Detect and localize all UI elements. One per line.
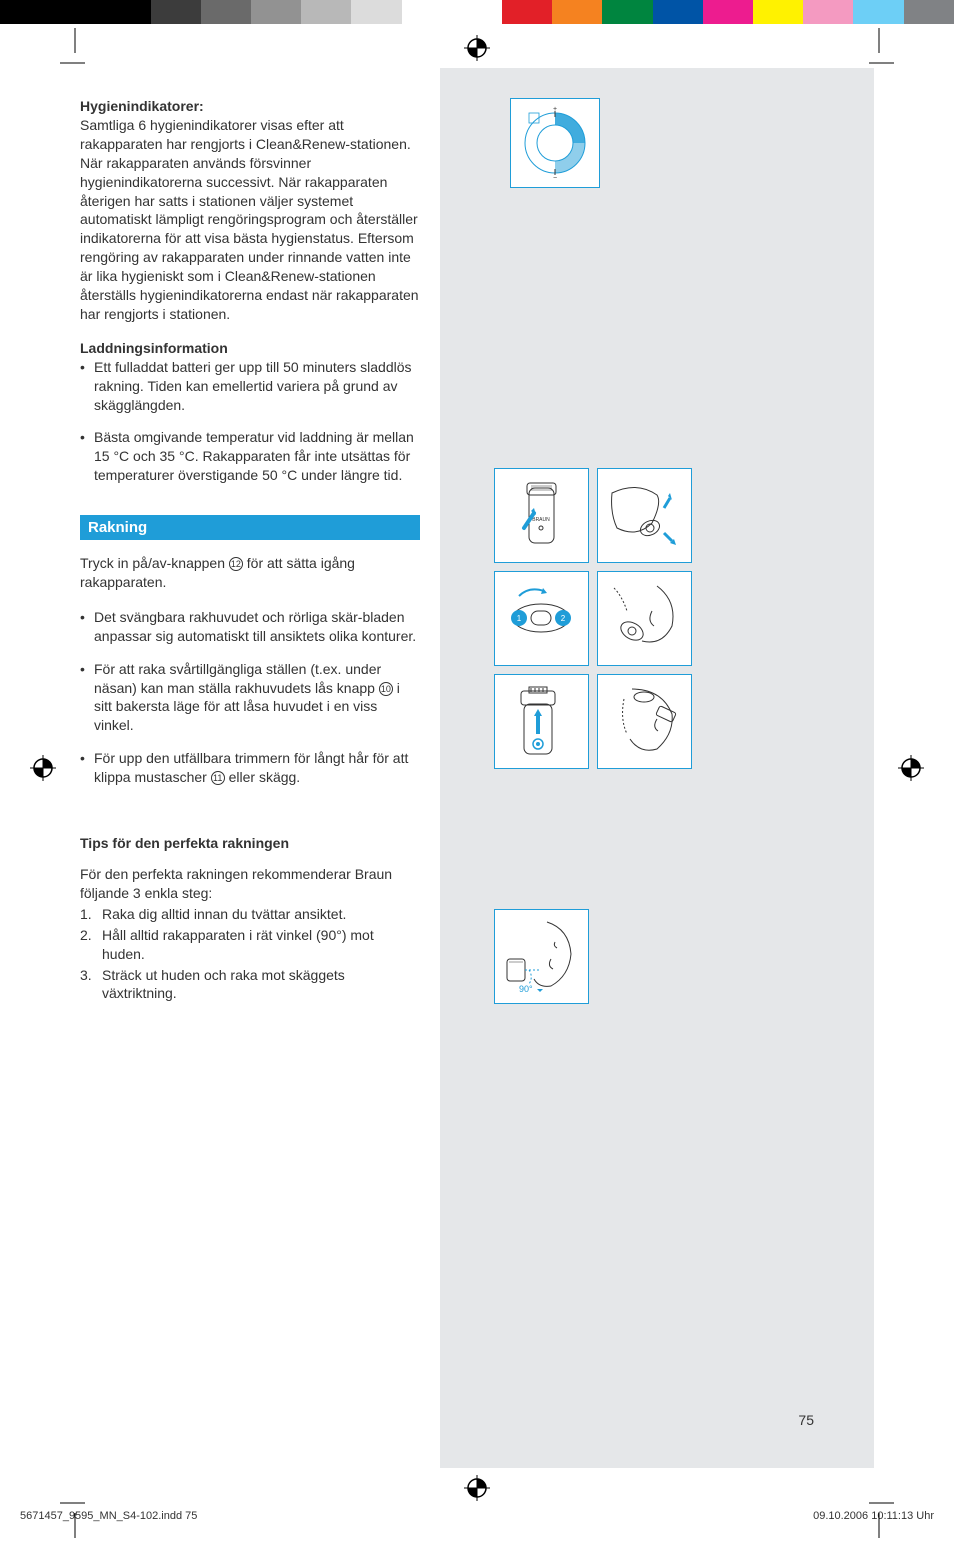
illus-trimmer-up xyxy=(494,674,589,769)
illustration-column: + − BRAUN xyxy=(440,68,874,1468)
footer-filename: 5671457_9595_MN_S4-102.indd 75 xyxy=(20,1510,197,1528)
illus-90-degree: 90° xyxy=(494,909,589,1004)
color-calibration-bar xyxy=(0,0,954,24)
hygien-text: Samtliga 6 hygienindikatorer visas efter… xyxy=(80,116,420,324)
tips-intro: För den perfekta rakningen rekommenderar… xyxy=(80,865,420,903)
rakning-heading: Rakning xyxy=(80,515,420,540)
illus-nose-shave xyxy=(597,571,692,666)
rakning-intro-pre: Tryck in på/av-knappen xyxy=(80,555,229,571)
svg-text:2: 2 xyxy=(561,614,566,623)
list-item: Bästa omgivande temperatur vid laddning … xyxy=(80,428,420,485)
tips-heading: Tips för den perfekta rakningen xyxy=(80,835,420,851)
crop-mark-bl xyxy=(60,1498,90,1538)
svg-text:+: + xyxy=(553,106,557,113)
laddning-heading: Laddningsinformation xyxy=(80,340,420,356)
laddning-list: Ett fulladdat batteri ger upp till 50 mi… xyxy=(80,358,420,485)
illus-lock-switch: 1 2 xyxy=(494,571,589,666)
registration-target-icon xyxy=(464,35,490,61)
list-item: Ett fulladdat batteri ger upp till 50 mi… xyxy=(80,358,420,415)
rakning-intro: Tryck in på/av-knappen 12 för att sätta … xyxy=(80,554,420,592)
svg-text:1: 1 xyxy=(517,614,522,623)
crop-mark-tr xyxy=(864,28,894,68)
shaver-brand-label: BRAUN xyxy=(532,517,550,523)
registration-target-icon xyxy=(30,755,56,781)
tips-steps: Raka dig alltid innan du tvättar ansikte… xyxy=(80,905,420,1003)
circled-number-icon: 10 xyxy=(379,682,393,696)
circled-number-icon: 11 xyxy=(211,771,225,785)
angle-label: 90° xyxy=(519,984,533,994)
list-item: Håll alltid rakapparaten i rät vinkel (9… xyxy=(80,926,420,964)
list-item: Det svängbara rakhuvudet och rörliga skä… xyxy=(80,608,420,646)
crop-mark-tl xyxy=(60,28,90,68)
text-column: Hygienindikatorer: Samtliga 6 hygienindi… xyxy=(80,68,440,1468)
crop-mark-br xyxy=(864,1498,894,1538)
page-content: Hygienindikatorer: Samtliga 6 hygienindi… xyxy=(0,68,954,1468)
hygien-heading: Hygienindikatorer: xyxy=(80,98,420,114)
registration-target-icon xyxy=(898,755,924,781)
illus-sideburn-trim xyxy=(597,674,692,769)
registration-target-icon xyxy=(464,1475,490,1501)
list-item: Sträck ut huden och raka mot skäggets vä… xyxy=(80,966,420,1004)
list-item: Raka dig alltid innan du tvättar ansikte… xyxy=(80,905,420,924)
registration-marks-top xyxy=(0,28,954,68)
illus-shaver-front: BRAUN xyxy=(494,468,589,563)
circled-number-icon: 12 xyxy=(229,557,243,571)
svg-text:−: − xyxy=(553,175,557,182)
list-item: För upp den utfällbara trimmern för lång… xyxy=(80,749,420,787)
list-item: För att raka svårtillgängliga ställen (t… xyxy=(80,660,420,736)
illus-face-angle xyxy=(597,468,692,563)
footer: 5671457_9595_MN_S4-102.indd 75 09.10.200… xyxy=(0,1488,954,1528)
hygiene-gauge-illustration: + − xyxy=(510,98,600,188)
rakning-list: Det svängbara rakhuvudet och rörliga skä… xyxy=(80,608,420,787)
page-number: 75 xyxy=(798,1412,814,1428)
shaving-illustrations-grid: BRAUN 1 xyxy=(494,468,844,769)
